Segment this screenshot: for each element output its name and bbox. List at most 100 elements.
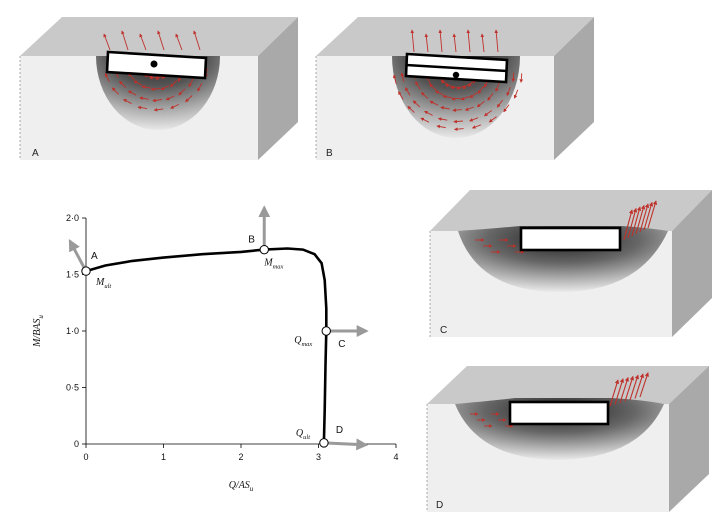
flow-arrow	[415, 81, 421, 90]
point-c-marker	[321, 326, 331, 336]
flow-arrow	[153, 107, 164, 112]
point-d-label: D	[336, 425, 343, 436]
flow-arrow	[511, 72, 516, 83]
rotation-centre	[150, 60, 158, 68]
flow-arrow	[623, 209, 634, 241]
flow-arrow	[392, 74, 397, 84]
flow-arrow	[169, 80, 178, 88]
panel-c: C	[429, 190, 712, 337]
flow-arrow	[127, 90, 137, 96]
flow-arrow	[400, 72, 405, 82]
flow-arrow	[453, 119, 463, 124]
x-tick-label: 3	[316, 452, 321, 462]
y-tick-label: 0	[74, 439, 79, 449]
flow-arrow	[609, 379, 620, 407]
flow-arrow	[410, 29, 415, 53]
flow-arrow	[178, 88, 186, 96]
flow-arrow	[165, 95, 175, 101]
foundation-block	[519, 226, 622, 252]
flow-arrow	[624, 375, 634, 402]
flow-arrow	[420, 117, 430, 123]
flow-arrow	[440, 80, 450, 86]
flow-arrow	[647, 200, 658, 229]
flow-arrow	[437, 117, 448, 121]
flow-arrow	[442, 94, 452, 99]
flow-arrow	[424, 33, 429, 53]
point-b-label: B	[248, 235, 255, 246]
flow-arrow	[429, 83, 437, 91]
soil-side-face	[672, 190, 712, 337]
y-tick-label: 1·0	[66, 326, 79, 336]
flow-arrow	[451, 97, 461, 101]
flow-arrow	[469, 91, 478, 99]
flow-arrow	[487, 92, 494, 101]
flow-arrow	[123, 99, 132, 104]
flow-arrow	[477, 86, 484, 94]
y-axis-title: M/BASu	[32, 315, 45, 348]
x-axis-title: Q/ASu	[229, 480, 254, 493]
flow-arrow	[454, 127, 464, 131]
flow-arrow	[466, 29, 471, 53]
x-tick-label: 1	[161, 452, 166, 462]
flow-arrow	[152, 98, 162, 103]
flow-arrow	[444, 83, 455, 88]
flow-arrow	[170, 103, 179, 109]
flow-arrow	[506, 86, 511, 97]
soil-side-face	[258, 17, 298, 160]
flow-arrow	[639, 203, 650, 233]
flow-arrow	[495, 82, 500, 92]
flow-arrow	[429, 100, 439, 106]
flow-arrow	[614, 378, 625, 405]
flow-arrow	[629, 374, 639, 401]
flow-arrow	[133, 80, 143, 86]
key-points: A Mult B Mmax C Qmax D Qult	[81, 235, 345, 448]
soil-top-face	[430, 190, 712, 231]
panel-label-d: D	[436, 500, 443, 511]
point-a-symbol: Mult	[95, 277, 111, 290]
x-ticks: 0 1 2 3 4	[83, 444, 399, 462]
flow-arrow	[450, 85, 460, 90]
flow-arrow	[157, 30, 165, 51]
flow-arrow	[188, 78, 194, 88]
flow-arrow	[137, 105, 148, 110]
failure-envelope-line	[85, 247, 328, 443]
point-b-marker	[259, 244, 269, 255]
flow-arrow	[197, 82, 203, 92]
panel-d: D	[426, 366, 709, 512]
flow-arrow	[150, 87, 161, 91]
flow-arrow	[104, 73, 110, 82]
flow-arrow	[619, 376, 629, 404]
flow-arrow	[405, 87, 411, 96]
point-d-symbol: Qult	[296, 428, 310, 441]
point-c-symbol: Qmax	[294, 335, 312, 348]
flow-arrow	[193, 30, 201, 51]
flow-arrow	[484, 110, 492, 117]
flow-arrow	[398, 91, 404, 100]
point-d-marker	[319, 438, 329, 448]
flow-arrow	[119, 80, 127, 89]
flow-arrow	[496, 99, 504, 108]
flow-arrow	[639, 372, 649, 398]
load-arrow-a	[68, 238, 88, 272]
flow-arrow	[139, 33, 147, 51]
x-tick-label: 4	[393, 452, 398, 462]
interaction-diagram: 0 1 2 3 4 0 0·5 1·0 1·5 2·0 Q/ASu M/BASu A Mult B M…	[32, 205, 399, 493]
flow-arrow	[139, 96, 149, 101]
flow-arrow	[460, 95, 470, 101]
point-a-marker	[81, 266, 91, 276]
panel-a: A	[19, 17, 298, 160]
y-tick-label: 1·5	[66, 270, 79, 280]
y-tick-label: 2·0	[66, 213, 79, 223]
flow-arrow	[434, 90, 444, 96]
flow-arrow	[141, 85, 151, 89]
flow-arrow	[438, 29, 443, 53]
flow-arrow	[469, 117, 479, 122]
load-direction-arrows	[68, 205, 369, 451]
flow-arrow	[160, 85, 170, 91]
load-arrow-d	[323, 438, 369, 451]
flow-arrow	[480, 33, 485, 53]
point-c-label: C	[338, 339, 345, 350]
flow-arrow	[424, 110, 433, 116]
y-ticks: 0 0·5 1·0 1·5 2·0	[66, 213, 86, 449]
